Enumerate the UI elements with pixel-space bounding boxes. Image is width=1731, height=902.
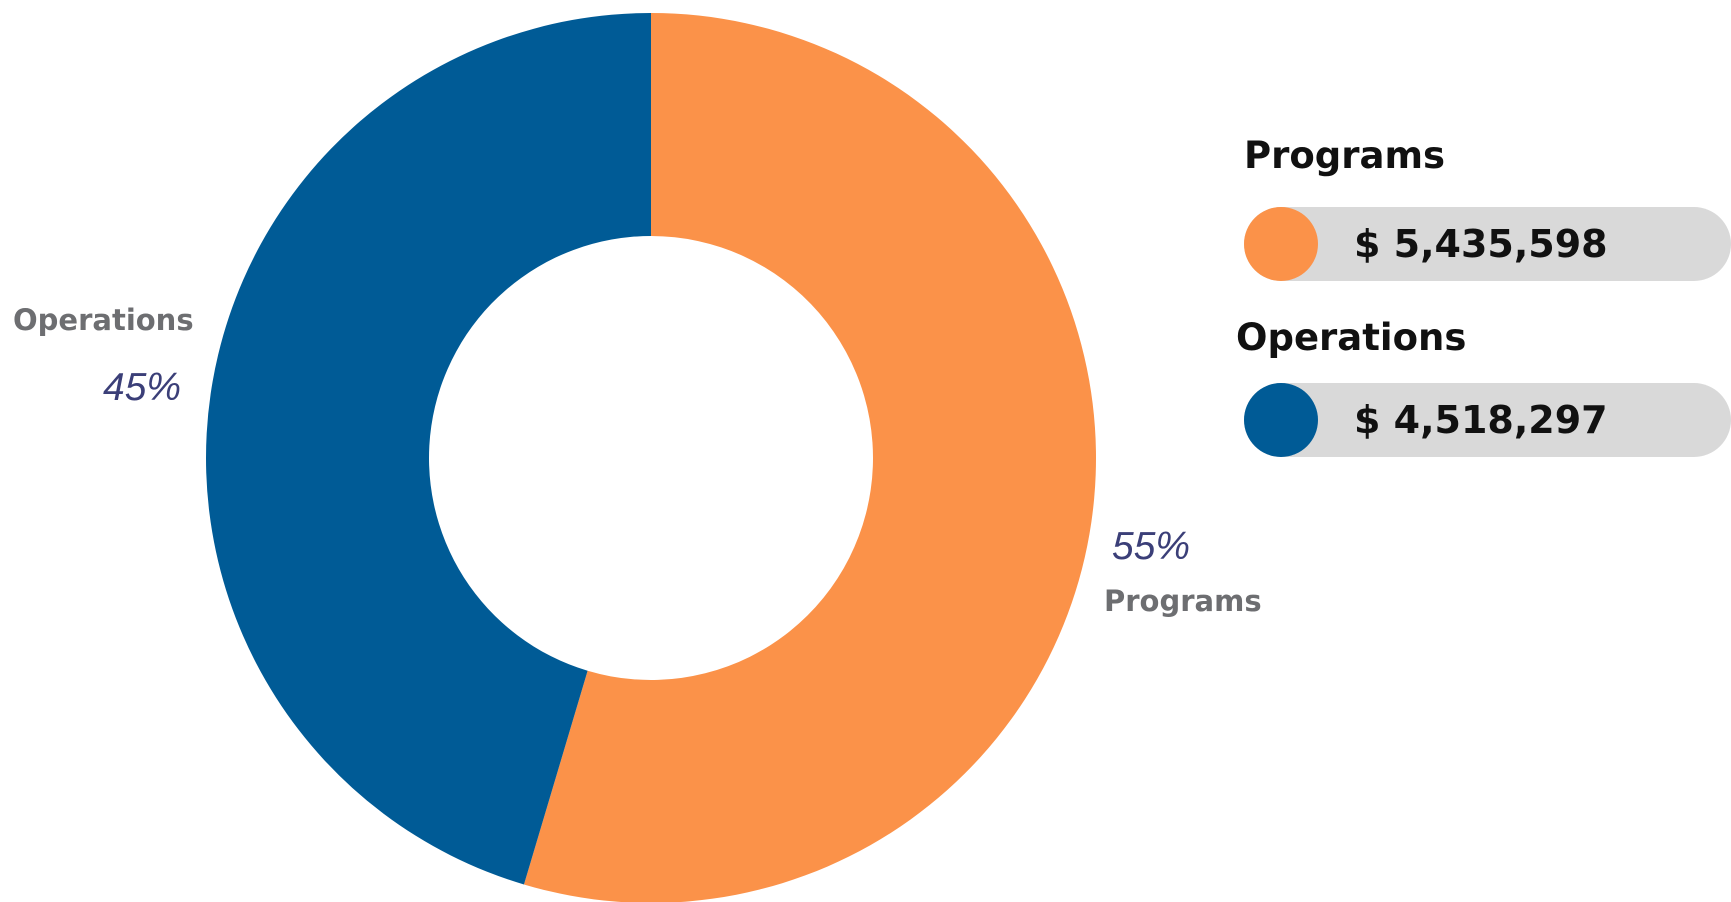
- slice-percent-programs: 55%: [1112, 525, 1191, 568]
- donut-slice-programs: [523, 13, 1096, 902]
- legend-title-programs: Programs: [1244, 134, 1446, 177]
- legend-value-programs: $ 5,435,598: [1354, 222, 1608, 266]
- legend-swatch-operations: [1244, 383, 1318, 457]
- legend-item-operations: $ 4,518,297: [1244, 383, 1731, 457]
- legend-swatch-programs: [1244, 207, 1318, 281]
- legend-item-programs: $ 5,435,598: [1244, 207, 1731, 281]
- legend-value-operations: $ 4,518,297: [1354, 398, 1608, 442]
- legend-title-operations: Operations: [1236, 316, 1467, 359]
- slice-label-operations: Operations: [13, 303, 194, 337]
- donut-slice-operations: [205, 13, 651, 885]
- slice-percent-operations: 45%: [103, 366, 182, 409]
- slice-label-programs: Programs: [1104, 584, 1262, 618]
